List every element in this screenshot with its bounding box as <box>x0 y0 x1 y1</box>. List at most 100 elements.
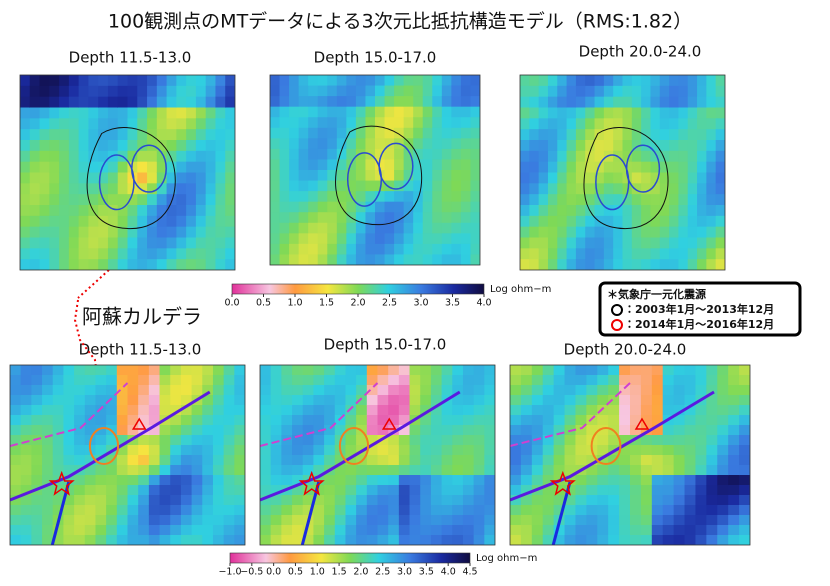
map-cell <box>404 75 414 86</box>
map-cell <box>678 227 688 238</box>
map-cell <box>192 465 203 476</box>
map-cell <box>688 86 698 97</box>
map-cell <box>695 445 706 456</box>
map-cell <box>137 194 147 205</box>
map-cell <box>224 505 235 516</box>
map-cell <box>586 485 597 496</box>
map-cell <box>149 365 160 376</box>
map-cell <box>308 86 318 97</box>
map-cell <box>234 485 245 496</box>
map-cell <box>224 525 235 536</box>
map-cell <box>630 525 641 536</box>
map-cell <box>206 259 216 270</box>
map-cell <box>79 140 89 151</box>
map-cell <box>586 395 597 406</box>
map-cell <box>630 455 641 466</box>
map-cell <box>641 259 651 270</box>
map-cell <box>739 425 750 436</box>
map-cell <box>225 205 235 216</box>
map-cell <box>157 238 167 249</box>
map-cell <box>442 435 453 446</box>
map-cell <box>149 375 160 386</box>
map-cell <box>399 475 410 486</box>
map-cell <box>595 227 605 238</box>
map-cell <box>59 97 69 108</box>
map-cell <box>98 205 108 216</box>
map-cell <box>520 108 530 119</box>
map-cell <box>521 465 532 476</box>
map-cell <box>597 495 608 506</box>
map-cell <box>576 227 586 238</box>
map-cell <box>706 118 716 129</box>
map-cell <box>413 128 423 139</box>
map-cell <box>202 475 213 486</box>
map-cell <box>410 505 421 516</box>
map-cell <box>345 365 356 376</box>
map-cell <box>461 128 471 139</box>
map-cell <box>85 495 96 506</box>
map-cell <box>202 495 213 506</box>
map-cell <box>510 515 521 526</box>
map-cell <box>463 505 474 516</box>
map-cell <box>31 415 42 426</box>
map-cell <box>674 395 685 406</box>
map-cell <box>557 205 567 216</box>
map-cell <box>20 183 30 194</box>
map-cell <box>613 216 623 227</box>
map-cell <box>452 525 463 536</box>
map-cell <box>31 505 42 516</box>
map-cell <box>85 385 96 396</box>
map-cell <box>728 485 739 496</box>
map-cell <box>118 248 128 259</box>
map-cell <box>181 475 192 486</box>
map-cell <box>63 415 74 426</box>
map-cell <box>652 485 663 496</box>
map-cell <box>181 525 192 536</box>
map-cell <box>118 86 128 97</box>
map-cell <box>280 128 290 139</box>
map-cell <box>706 205 716 216</box>
map-cell <box>181 515 192 526</box>
map-cell <box>59 205 69 216</box>
map-cell <box>663 515 674 526</box>
map-cell <box>147 173 157 184</box>
map-cell <box>548 86 558 97</box>
map-cell <box>641 455 652 466</box>
map-cell <box>147 238 157 249</box>
map-cell <box>270 223 280 234</box>
map-cell <box>413 254 423 265</box>
map-cell <box>442 223 452 234</box>
map-cell <box>88 118 98 129</box>
map-cell <box>337 86 347 97</box>
map-cell <box>595 248 605 259</box>
map-cell <box>461 191 471 202</box>
map-cell <box>678 259 688 270</box>
map-cell <box>532 525 543 536</box>
map-cell <box>202 465 213 476</box>
map-cell <box>225 248 235 259</box>
map-cell <box>157 86 167 97</box>
legend-item: ：2014年1月～2016年12月 <box>624 317 774 331</box>
map-cell <box>270 117 280 128</box>
map-cell <box>484 375 495 386</box>
map-cell <box>576 108 586 119</box>
map-cell <box>470 75 480 86</box>
map-cell <box>147 194 157 205</box>
map-cell <box>432 117 442 128</box>
map-cell <box>367 505 378 516</box>
map-cell <box>652 535 663 546</box>
map-cell <box>59 86 69 97</box>
map-cell <box>356 375 367 386</box>
map-cell <box>63 435 74 446</box>
map-cell <box>576 162 586 173</box>
map-cell <box>532 405 543 416</box>
map-cell <box>685 515 696 526</box>
map-cell <box>356 475 367 486</box>
map-cell <box>10 525 21 536</box>
map-cell <box>557 259 567 270</box>
map-cell <box>432 96 442 107</box>
map-cell <box>128 455 139 466</box>
map-image <box>510 365 751 546</box>
map-cell <box>463 395 474 406</box>
map-cell <box>597 375 608 386</box>
